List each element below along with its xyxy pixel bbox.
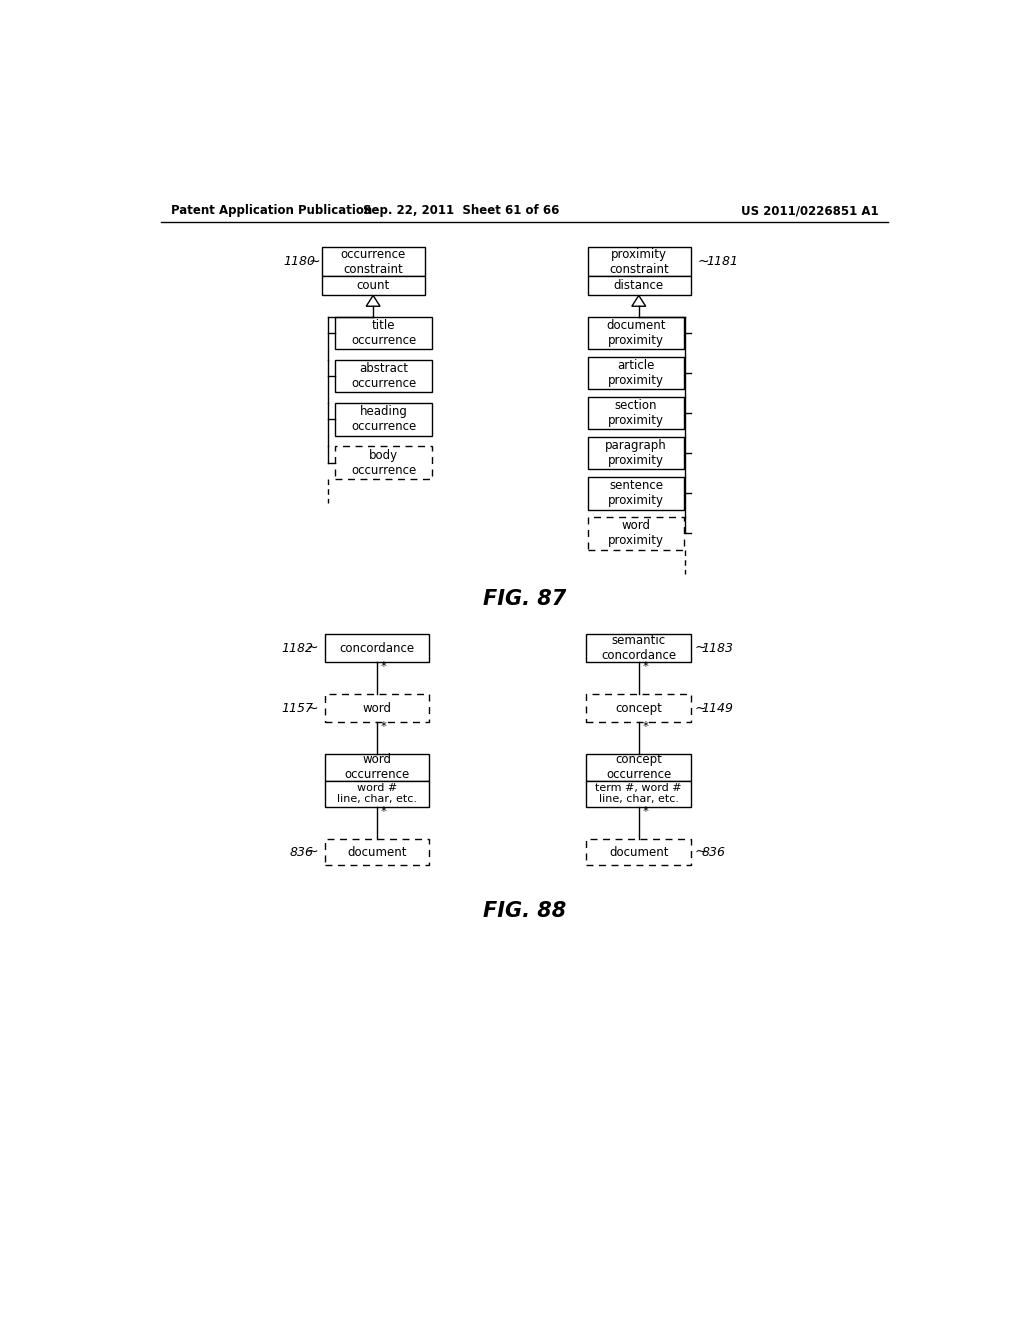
Text: document: document xyxy=(609,846,669,859)
Text: article
proximity: article proximity xyxy=(608,359,665,387)
Text: distance: distance xyxy=(613,280,664,292)
Text: *: * xyxy=(381,660,387,673)
Text: body
occurrence: body occurrence xyxy=(351,449,416,477)
Bar xyxy=(588,317,684,350)
Text: word #
line, char, etc.: word # line, char, etc. xyxy=(337,783,417,804)
Text: ~: ~ xyxy=(308,255,319,268)
Text: word: word xyxy=(362,702,391,714)
Text: ~: ~ xyxy=(695,642,707,655)
Text: concept
occurrence: concept occurrence xyxy=(606,754,672,781)
Text: term #, word #
line, char, etc.: term #, word # line, char, etc. xyxy=(595,783,682,804)
Bar xyxy=(588,517,684,549)
Bar xyxy=(325,635,429,663)
Text: document
proximity: document proximity xyxy=(606,319,666,347)
Text: 836: 836 xyxy=(701,846,725,859)
Text: count: count xyxy=(356,280,390,292)
Bar xyxy=(322,276,425,296)
Bar xyxy=(587,694,691,722)
Text: FIG. 87: FIG. 87 xyxy=(483,589,566,609)
Text: semantic
concordance: semantic concordance xyxy=(601,634,676,663)
Bar xyxy=(587,635,691,663)
Text: word
proximity: word proximity xyxy=(608,519,665,548)
Text: 1149: 1149 xyxy=(701,702,733,714)
Text: word
occurrence: word occurrence xyxy=(344,754,410,781)
Bar xyxy=(336,360,432,392)
Bar xyxy=(587,755,691,780)
Bar xyxy=(588,247,691,276)
Text: proximity
constraint: proximity constraint xyxy=(609,248,669,276)
Text: *: * xyxy=(381,721,387,733)
Bar xyxy=(322,247,425,276)
Bar xyxy=(325,694,429,722)
Text: 1157: 1157 xyxy=(282,702,313,714)
Text: concept: concept xyxy=(615,702,663,714)
Text: FIG. 88: FIG. 88 xyxy=(483,900,566,920)
Text: ~: ~ xyxy=(307,642,318,655)
Text: occurrence
constraint: occurrence constraint xyxy=(341,248,406,276)
Text: section
proximity: section proximity xyxy=(608,399,665,428)
Text: sentence
proximity: sentence proximity xyxy=(608,479,665,507)
Text: concordance: concordance xyxy=(339,642,415,655)
Text: US 2011/0226851 A1: US 2011/0226851 A1 xyxy=(741,205,879,218)
Text: 1180: 1180 xyxy=(284,255,315,268)
Text: 1181: 1181 xyxy=(707,255,738,268)
Text: ~: ~ xyxy=(697,255,709,268)
Bar xyxy=(325,755,429,780)
Bar xyxy=(336,317,432,350)
Text: *: * xyxy=(643,805,648,818)
Text: *: * xyxy=(643,660,648,673)
Text: Sep. 22, 2011  Sheet 61 of 66: Sep. 22, 2011 Sheet 61 of 66 xyxy=(364,205,560,218)
Text: ~: ~ xyxy=(695,701,707,715)
Text: document: document xyxy=(347,846,407,859)
Text: 1183: 1183 xyxy=(701,642,733,655)
Bar xyxy=(587,840,691,866)
Bar xyxy=(325,780,429,807)
Text: ~: ~ xyxy=(307,701,318,715)
Text: heading
occurrence: heading occurrence xyxy=(351,405,416,433)
Bar xyxy=(588,477,684,510)
Text: paragraph
proximity: paragraph proximity xyxy=(605,440,667,467)
Text: 1182: 1182 xyxy=(282,642,313,655)
Text: abstract
occurrence: abstract occurrence xyxy=(351,362,416,391)
Text: 836: 836 xyxy=(290,846,313,859)
Bar xyxy=(587,780,691,807)
Text: *: * xyxy=(643,721,648,733)
Bar xyxy=(588,397,684,429)
Text: *: * xyxy=(381,805,387,818)
Bar xyxy=(336,404,432,436)
Text: Patent Application Publication: Patent Application Publication xyxy=(171,205,372,218)
Bar xyxy=(336,446,432,479)
Bar xyxy=(325,840,429,866)
Text: ~: ~ xyxy=(307,845,318,859)
Text: ~: ~ xyxy=(695,845,707,859)
Bar xyxy=(588,358,684,389)
Bar xyxy=(588,276,691,296)
Text: title
occurrence: title occurrence xyxy=(351,319,416,347)
Bar xyxy=(588,437,684,470)
